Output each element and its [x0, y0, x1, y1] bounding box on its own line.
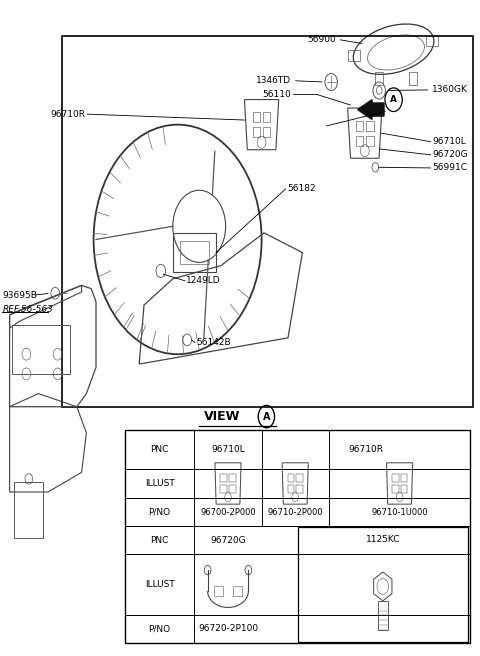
- Text: 96710R: 96710R: [50, 110, 85, 119]
- Bar: [12, 325, 70, 374]
- Text: VIEW: VIEW: [204, 410, 240, 423]
- Bar: [233, 586, 242, 596]
- Bar: [400, 474, 407, 482]
- Bar: [263, 127, 270, 137]
- Text: P/NO: P/NO: [148, 508, 171, 516]
- Bar: [366, 136, 373, 146]
- Text: A: A: [390, 95, 397, 104]
- Bar: [220, 485, 227, 493]
- Bar: [378, 601, 387, 630]
- Bar: [173, 233, 216, 272]
- Bar: [296, 485, 303, 493]
- Bar: [288, 474, 294, 482]
- Bar: [375, 72, 383, 85]
- Text: 56110: 56110: [263, 90, 291, 99]
- Text: 56142B: 56142B: [196, 338, 230, 347]
- Bar: [263, 112, 270, 122]
- Text: P/NO: P/NO: [148, 625, 171, 633]
- Bar: [220, 474, 227, 482]
- Bar: [298, 527, 468, 642]
- Bar: [366, 121, 373, 131]
- Text: 96720G: 96720G: [432, 150, 468, 159]
- Bar: [356, 136, 363, 146]
- Text: 96710-2P000: 96710-2P000: [267, 508, 323, 516]
- Bar: [180, 241, 209, 264]
- Text: 1360GK: 1360GK: [432, 85, 468, 94]
- Bar: [62, 36, 473, 407]
- Text: 56900: 56900: [307, 35, 336, 44]
- Text: 93695B: 93695B: [2, 291, 37, 300]
- Bar: [253, 112, 260, 122]
- Text: REF.56-563: REF.56-563: [2, 305, 53, 314]
- Bar: [348, 50, 360, 60]
- Text: 1125KC: 1125KC: [366, 535, 400, 544]
- Text: 96710R: 96710R: [348, 445, 384, 454]
- Text: 96720-2P100: 96720-2P100: [198, 625, 258, 633]
- Text: 96710L: 96710L: [432, 137, 466, 146]
- Text: 1346TD: 1346TD: [256, 76, 291, 85]
- Text: 56182: 56182: [287, 184, 316, 194]
- Text: A: A: [263, 411, 270, 422]
- Text: 96710-1U000: 96710-1U000: [372, 508, 428, 516]
- Bar: [296, 474, 303, 482]
- Text: 96720G: 96720G: [210, 536, 246, 544]
- Bar: [288, 485, 294, 493]
- Text: PNC: PNC: [150, 536, 169, 544]
- Bar: [229, 485, 236, 493]
- Bar: [214, 586, 223, 596]
- Bar: [392, 474, 399, 482]
- Bar: [400, 485, 407, 493]
- Bar: [14, 482, 43, 538]
- Bar: [125, 430, 470, 643]
- Bar: [253, 127, 260, 137]
- Bar: [229, 474, 236, 482]
- Bar: [356, 121, 363, 131]
- FancyArrow shape: [358, 100, 384, 119]
- Bar: [426, 36, 438, 47]
- Text: 1249LD: 1249LD: [186, 276, 221, 285]
- Bar: [409, 72, 417, 85]
- Text: 56991C: 56991C: [432, 163, 467, 173]
- Bar: [392, 485, 399, 493]
- Text: 96700-2P000: 96700-2P000: [200, 508, 256, 516]
- Text: PNC: PNC: [150, 445, 169, 454]
- Text: 96710L: 96710L: [211, 445, 245, 454]
- Text: ILLUST: ILLUST: [145, 580, 174, 589]
- Text: ILLUST: ILLUST: [145, 479, 174, 488]
